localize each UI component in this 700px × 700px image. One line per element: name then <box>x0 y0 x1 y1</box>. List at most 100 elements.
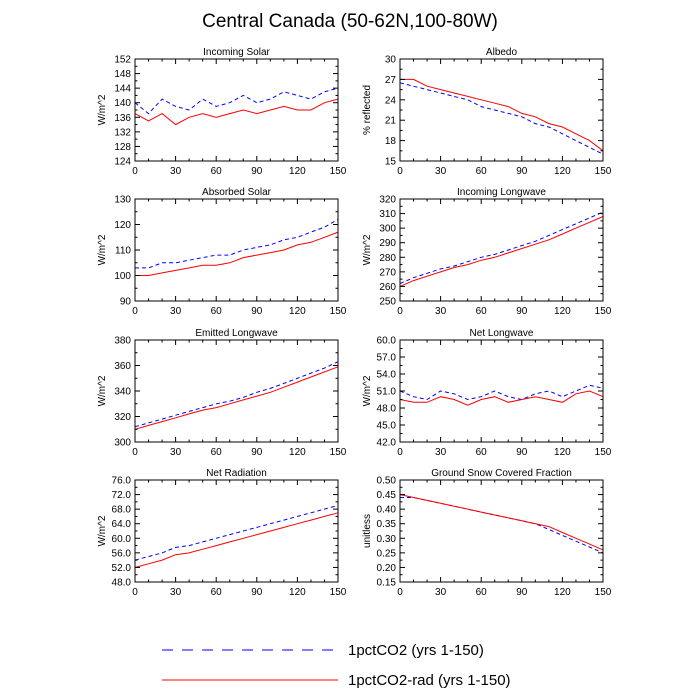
y-tick-label: 360 <box>114 361 131 372</box>
x-tick-label: 120 <box>289 166 306 177</box>
x-tick-label: 150 <box>330 587 347 598</box>
series-line-net-longwave-1pctco2-rad <box>399 390 604 406</box>
y-tick-label: 0.35 <box>377 519 397 530</box>
x-tick-label: 150 <box>595 587 612 598</box>
x-tick-label: 90 <box>516 166 528 177</box>
series-line-net-longwave-1pctco2 <box>399 384 604 401</box>
y-tick-label: 21 <box>385 116 397 127</box>
y-tick-label: 100 <box>114 271 131 282</box>
y-tick-label: 30 <box>385 55 397 66</box>
y-tick-label: 144 <box>114 84 131 95</box>
y-tick-label: 52.0 <box>112 563 132 574</box>
y-tick-label: 64.0 <box>112 519 132 530</box>
y-tick-label: 45.0 <box>377 421 397 432</box>
x-tick-label: 30 <box>435 447 447 458</box>
panel-net-radiation: 0 30 60 90 120 150 48.0 52.0 56.0 60.0 64.0 68.0 72.… <box>97 468 347 598</box>
x-tick-label: 120 <box>289 587 306 598</box>
series-line-net-radiation-1pctco2 <box>134 505 339 561</box>
y-tick-label: 68.0 <box>112 505 132 516</box>
y-tick-label: 27 <box>385 75 397 86</box>
y-tick-label: 72.0 <box>112 490 132 501</box>
y-tick-label: 310 <box>379 209 396 220</box>
series-line-net-radiation-1pctco2-rad <box>134 512 339 568</box>
x-tick-label: 0 <box>132 447 138 458</box>
x-tick-label: 60 <box>211 587 223 598</box>
y-tick-label: 56.0 <box>112 548 132 559</box>
x-tick-label: 150 <box>595 306 612 317</box>
y-tick-label: 136 <box>114 113 131 124</box>
plot-frame-net-radiation <box>134 479 339 583</box>
panel-emitted-longwave: 0 30 60 90 120 150 300 320 340 360 380 Emitted Long… <box>97 328 347 458</box>
y-tick-label: 380 <box>114 336 131 347</box>
panel-title-ground-snow-covered-fraction: Ground Snow Covered Fraction <box>431 468 572 479</box>
x-tick-label: 60 <box>211 306 223 317</box>
x-tick-label: 150 <box>595 447 612 458</box>
y-tick-label: 42.0 <box>377 438 397 449</box>
x-tick-label: 90 <box>516 447 528 458</box>
y-tick-label: 148 <box>114 69 131 80</box>
y-tick-label: 0.30 <box>377 534 397 545</box>
panel-title-incoming-longwave: Incoming Longwave <box>457 187 546 198</box>
y-tick-label: 152 <box>114 55 131 66</box>
y-tick-label: 128 <box>114 142 131 153</box>
y-tick-label: 0.40 <box>377 505 397 516</box>
panel-title-net-radiation: Net Radiation <box>206 468 267 479</box>
series-line-incoming-longwave-1pctco2-rad <box>399 216 604 287</box>
y-tick-label: 270 <box>379 267 396 278</box>
x-tick-label: 60 <box>476 166 488 177</box>
x-tick-label: 120 <box>554 306 571 317</box>
x-tick-label: 60 <box>476 587 488 598</box>
x-tick-label: 90 <box>251 306 263 317</box>
y-tick-label: 320 <box>114 412 131 423</box>
y-axis-label-net-longwave: W/m^2 <box>362 375 373 406</box>
x-tick-label: 150 <box>330 447 347 458</box>
y-tick-label: 18 <box>385 136 397 147</box>
series-line-ground-snow-covered-fraction-1pctco2-rad <box>399 494 604 551</box>
panels-group: 0 30 60 90 120 150124128132136140144148152Inc… <box>97 47 612 598</box>
plot-frame-ground-snow-covered-fraction <box>399 479 604 583</box>
x-tick-label: 60 <box>211 166 223 177</box>
x-tick-label: 150 <box>330 306 347 317</box>
y-tick-label: 290 <box>379 238 396 249</box>
y-tick-label: 48.0 <box>112 578 132 589</box>
plot-frame-incoming-longwave <box>399 198 604 302</box>
y-tick-label: 124 <box>114 157 131 168</box>
x-tick-label: 0 <box>397 587 403 598</box>
series-line-ground-snow-covered-fraction-1pctco2 <box>400 497 604 554</box>
x-tick-label: 0 <box>132 166 138 177</box>
panel-albedo: 0 30 60 90 120 150 15 18 21 24 27 30 Albedo % reflect… <box>362 47 612 177</box>
legend: 1pctCO2 (yrs 1-150) 1pctCO2-rad (yrs 1-1… <box>162 642 511 689</box>
x-tick-label: 60 <box>211 447 223 458</box>
panel-title-net-longwave: Net Longwave <box>470 328 534 339</box>
x-tick-label: 30 <box>170 447 182 458</box>
x-tick-label: 0 <box>397 166 403 177</box>
x-tick-label: 120 <box>554 166 571 177</box>
panel-absorbed-solar: 0 30 60 90 120 150 90 100 110 120 130 Absorbed Sola… <box>97 187 347 317</box>
x-tick-label: 90 <box>251 166 263 177</box>
x-tick-label: 150 <box>330 166 347 177</box>
y-axis-label-albedo: % reflected <box>362 85 373 135</box>
y-tick-label: 90 <box>120 297 132 308</box>
x-tick-label: 90 <box>516 587 528 598</box>
x-tick-label: 0 <box>397 306 403 317</box>
figure-title: Central Canada (50-62N,100-80W) <box>202 11 498 32</box>
series-line-emitted-longwave-1pctco2 <box>134 361 339 428</box>
y-tick-label: 110 <box>115 246 131 257</box>
legend-label-1pctco2: 1pctCO2 (yrs 1-150) <box>348 642 484 659</box>
y-tick-label: 24 <box>385 95 397 106</box>
x-tick-label: 0 <box>397 447 403 458</box>
panel-incoming-longwave: 0 30 60 90 120 150 250 260 270 280 290 300 310 320 Inc… <box>362 187 612 317</box>
y-tick-label: 300 <box>114 438 131 449</box>
x-tick-label: 0 <box>132 587 138 598</box>
y-tick-label: 250 <box>379 297 396 308</box>
y-axis-label-ground-snow-covered-fraction: unitless <box>362 514 373 548</box>
series-line-albedo-1pctco2-rad <box>400 78 604 152</box>
y-tick-label: 0.45 <box>377 490 397 501</box>
y-tick-label: 60.0 <box>112 534 132 545</box>
y-axis-label-net-radiation: W/m^2 <box>97 515 108 546</box>
x-tick-label: 120 <box>554 587 571 598</box>
x-tick-label: 150 <box>595 166 612 177</box>
y-tick-label: 76.0 <box>112 476 132 487</box>
y-axis-label-absorbed-solar: W/m^2 <box>97 234 108 265</box>
y-tick-label: 130 <box>114 195 131 206</box>
